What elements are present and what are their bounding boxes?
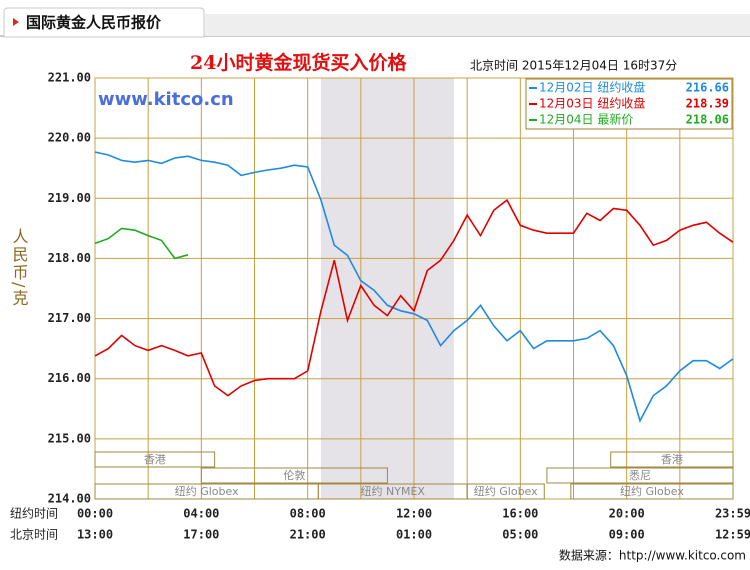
session-label: 伦敦: [283, 468, 305, 482]
legend-value: 218.39: [686, 97, 729, 111]
watermark: www.kitco.cn: [98, 89, 234, 110]
x-tick-label-beijing: 17:00: [183, 528, 219, 542]
y-tick-label: 220.00: [48, 131, 91, 145]
session-box: [466, 483, 545, 500]
x-tick-label: 08:00: [290, 507, 326, 521]
chart-subtitle: 北京时间 2015年12月04日 16时37分: [470, 59, 677, 73]
session-label: 香港: [144, 453, 166, 466]
y-axis-label: 人民币/克: [10, 228, 29, 307]
session-box: [610, 451, 734, 468]
y-tick-label: 216.00: [48, 371, 91, 385]
legend-box: [525, 78, 733, 130]
session-label: 香港: [661, 453, 683, 466]
y-tick-label: 214.00: [48, 492, 91, 506]
x-tick-label-beijing: 21:00: [290, 528, 326, 542]
x-tick-label: 23:59: [715, 507, 750, 521]
session-label: 纽约 NYMEX: [361, 484, 426, 498]
source: 数据来源：http://www.kitco.com: [559, 548, 746, 563]
x-row-label: 纽约时间: [10, 506, 58, 521]
session-box: [200, 467, 388, 484]
tab-title: 国际黄金人民币报价: [26, 14, 162, 32]
legend-value: 216.66: [686, 81, 729, 95]
x-tick-label-beijing: 12:59: [715, 528, 750, 542]
shaded-range: [320, 78, 454, 499]
legend-label: 12月03日 纽约收盘: [539, 96, 645, 111]
y-tick-label: 221.00: [48, 71, 91, 85]
x-tick-label-beijing: 05:00: [502, 528, 538, 542]
y-tick-label: 217.00: [48, 311, 91, 325]
session-label: 纽约 Globex: [175, 484, 239, 498]
x-tick-label: 12:00: [396, 507, 432, 521]
legend-label: 12月02日 纽约收盘: [539, 80, 645, 95]
x-tick-label-beijing: 09:00: [609, 528, 645, 542]
session-label: 悉尼: [629, 469, 651, 482]
tab: [3, 7, 205, 38]
x-tick-label: 20:00: [609, 507, 645, 521]
x-tick-label: 16:00: [502, 507, 538, 521]
y-tick-label: 218.00: [48, 251, 91, 265]
x-tick-label-beijing: 01:00: [396, 528, 432, 542]
series-line: [94, 198, 734, 397]
legend-value: 218.06: [686, 113, 729, 127]
y-tick-label: 215.00: [48, 431, 91, 445]
session-label: 纽约 Globex: [620, 484, 684, 498]
session-box: [94, 451, 216, 468]
x-row-label: 北京时间: [10, 528, 58, 542]
y-tick-label: 219.00: [48, 191, 91, 205]
x-tick-label: 00:00: [77, 507, 113, 521]
tab-icon: [13, 18, 19, 26]
series-line: [94, 151, 734, 423]
series-line: [94, 227, 189, 260]
tab-bar: [205, 14, 750, 36]
chart-title: 24小时黄金现货买入价格: [190, 51, 407, 74]
session-box: [570, 483, 734, 500]
legend-label: 12月04日 最新价: [539, 112, 633, 127]
x-tick-label-beijing: 13:00: [77, 528, 113, 542]
session-box: [546, 467, 734, 484]
session-label: 纽约 Globex: [474, 484, 538, 498]
x-tick-label: 04:00: [183, 507, 219, 521]
